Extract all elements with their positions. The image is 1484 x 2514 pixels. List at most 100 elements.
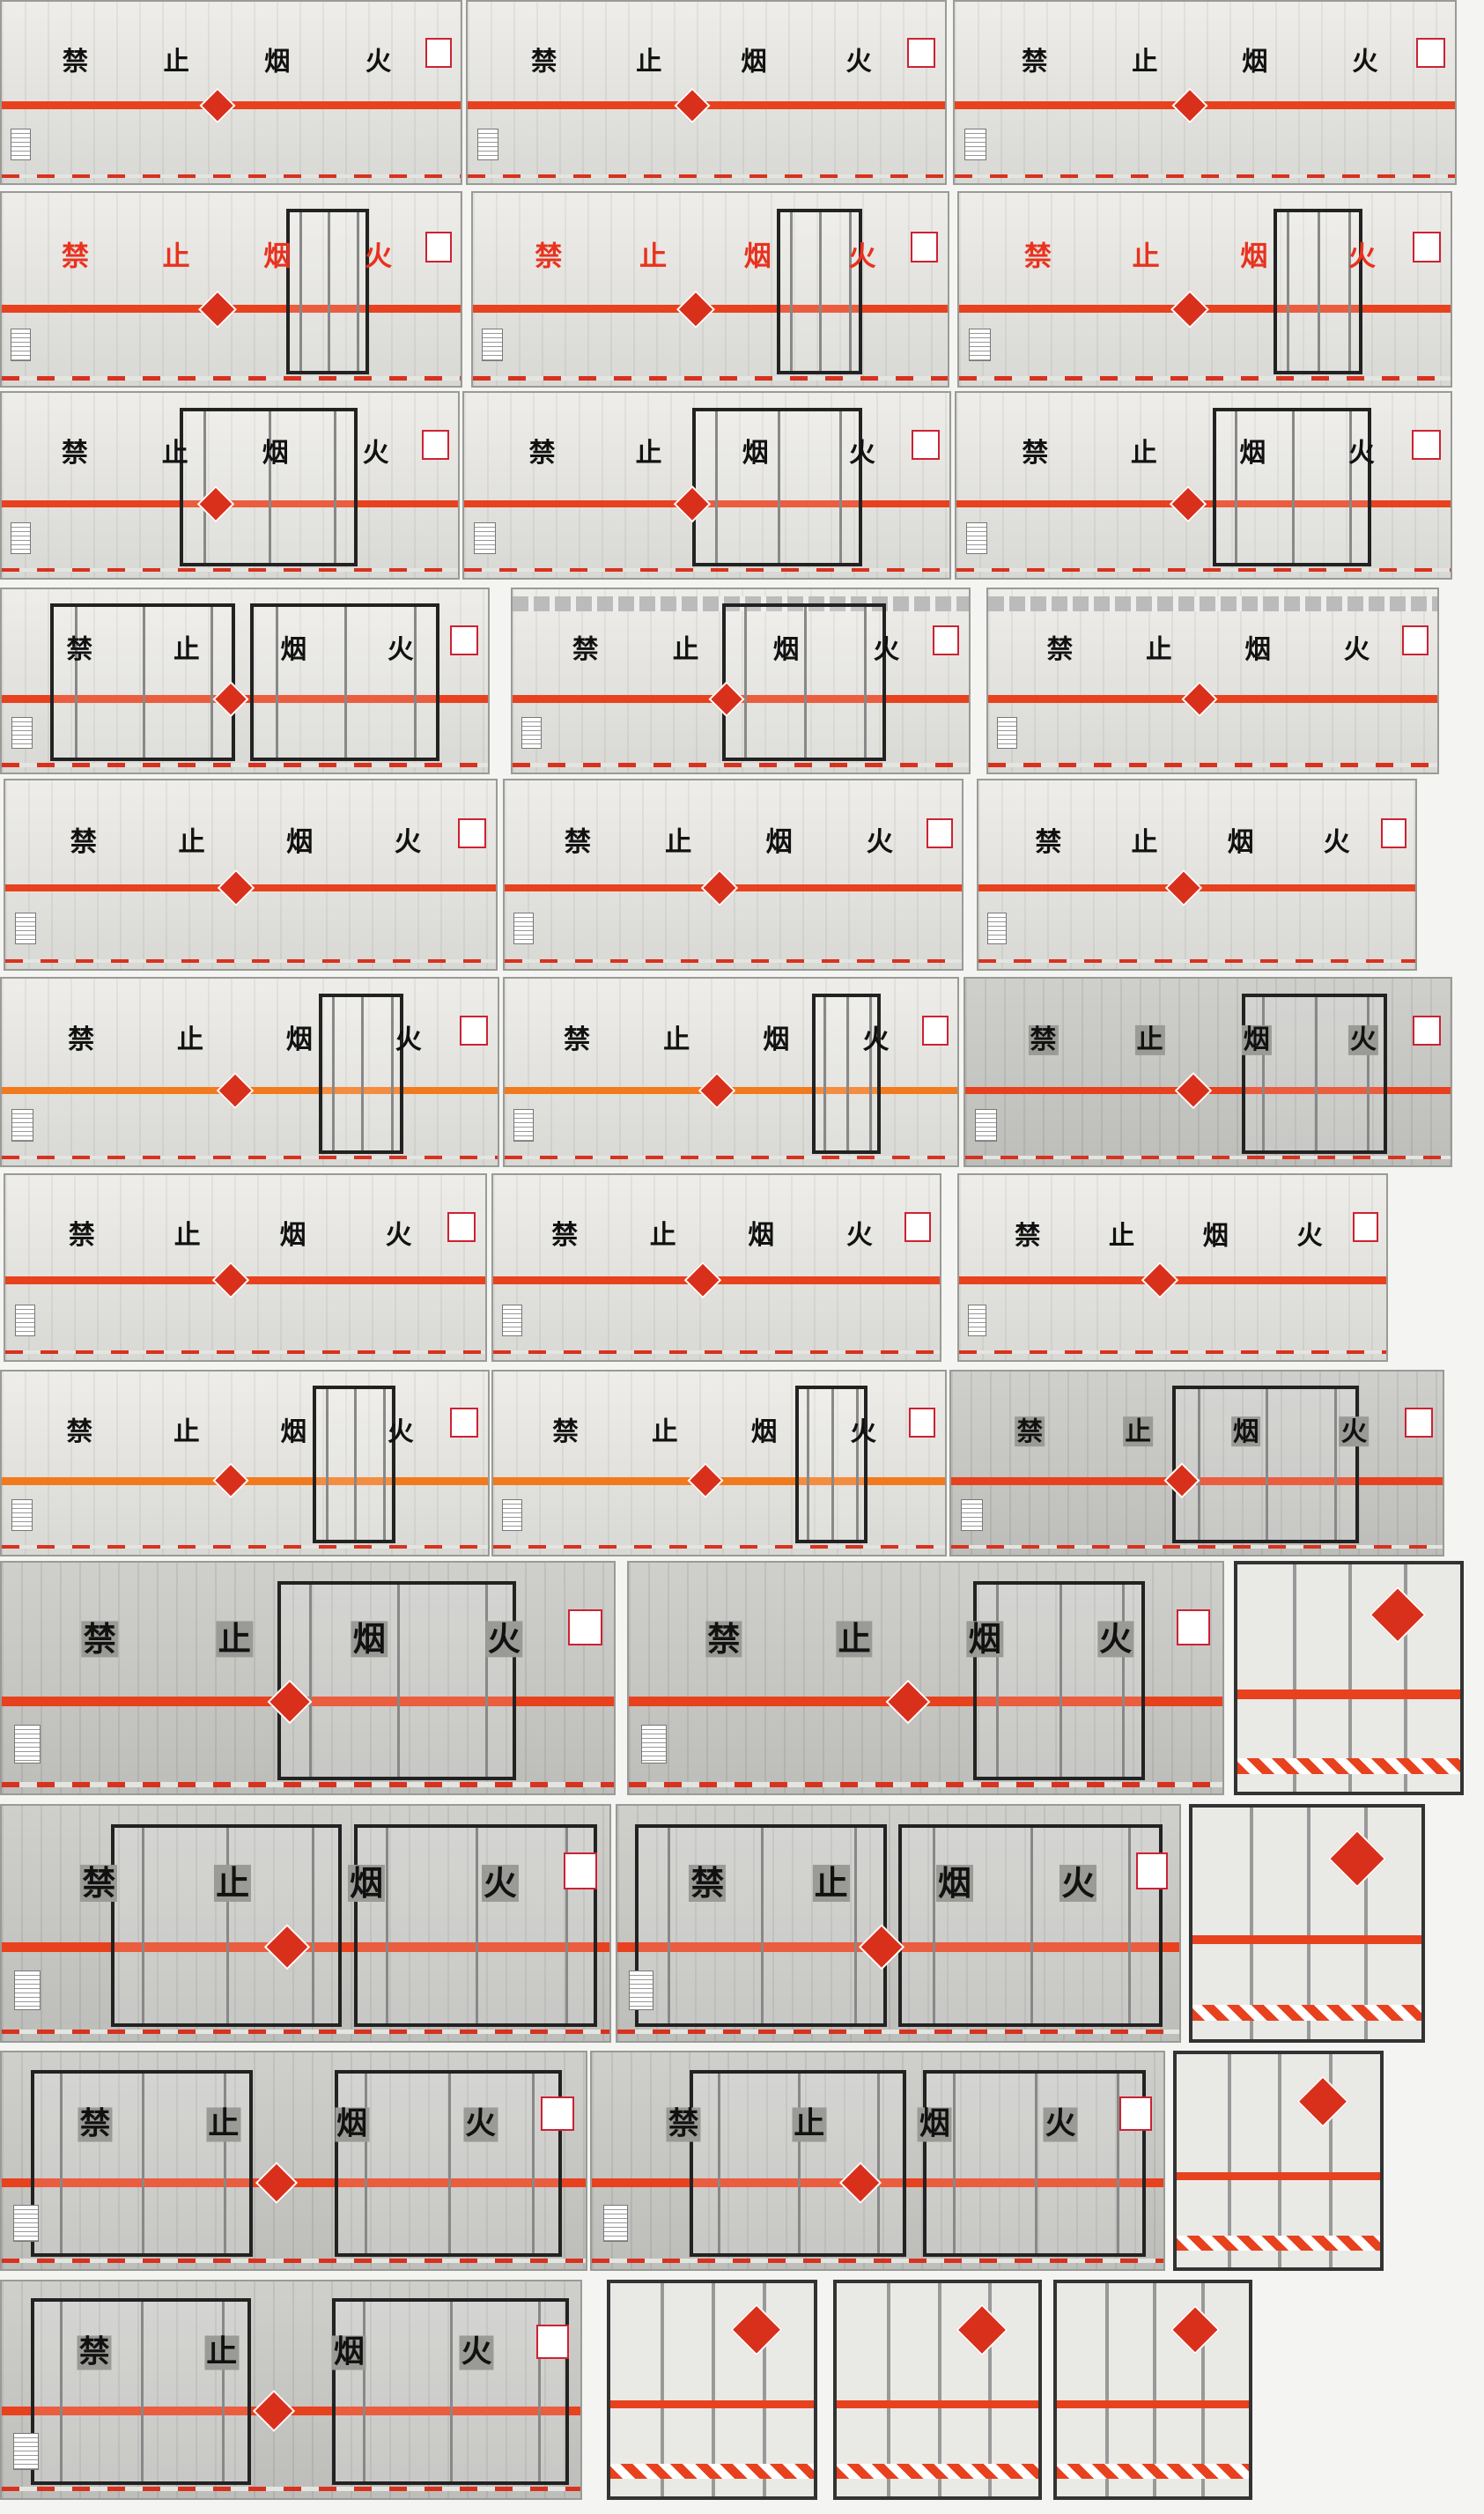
bottom-reflector-strip	[2, 174, 461, 179]
door-lock-bar	[203, 410, 207, 564]
warning-char: 止	[1145, 633, 1172, 665]
cargo-door	[692, 407, 862, 567]
info-plate	[603, 2204, 629, 2242]
warning-char: 禁	[564, 826, 592, 858]
brand-logo	[933, 625, 960, 656]
door-lock-bar	[450, 2302, 454, 2481]
bottom-reflector-strip	[2, 2259, 586, 2264]
cargo-door	[1213, 407, 1372, 567]
warning-char: 火	[1059, 1863, 1097, 1903]
warning-char: 火	[866, 826, 894, 858]
door-lock-bar	[1318, 211, 1321, 372]
brand-logo	[1413, 1016, 1441, 1046]
info-plate	[513, 912, 535, 945]
info-plate	[482, 328, 504, 362]
warning-char: 止	[1134, 1024, 1165, 1055]
door-lock-bar	[1262, 996, 1266, 1150]
warning-char: 火	[1096, 1619, 1134, 1659]
brand-logo	[912, 429, 940, 460]
door-lock-bar	[484, 1585, 488, 1777]
hazard-diamond-icon	[217, 869, 255, 907]
warning-char: 禁	[551, 1220, 579, 1252]
warning-char: 禁	[61, 438, 88, 470]
brand-logo	[1119, 2096, 1152, 2131]
warning-char: 烟	[1242, 46, 1268, 77]
warning-char: 止	[649, 1220, 676, 1252]
reflective-stripe	[609, 2399, 814, 2409]
warning-char: 止	[216, 1619, 253, 1659]
info-plate	[961, 1499, 983, 1532]
rear-view-panel	[832, 2279, 1043, 2500]
door-bar	[762, 2282, 766, 2496]
cargo-door	[776, 208, 862, 375]
door-bar	[1329, 2054, 1333, 2268]
cargo-door	[331, 2298, 570, 2485]
side-view-panel: 禁止烟火	[0, 587, 491, 774]
side-view-panel: 禁止烟火	[954, 390, 1452, 580]
warning-char: 烟	[763, 1024, 790, 1055]
warning-char: 火	[394, 826, 422, 858]
door-lock-bar	[75, 607, 78, 758]
warning-char: 禁	[666, 2106, 701, 2142]
bottom-reflector-strip	[4, 959, 497, 964]
side-view-panel: 禁止烟火	[0, 1803, 611, 2044]
door-lock-bar	[1314, 996, 1318, 1150]
hazard-diamond-icon	[1296, 2074, 1350, 2128]
info-plate	[997, 717, 1017, 750]
info-plate	[11, 129, 32, 160]
warning-char: 烟	[335, 2106, 370, 2142]
door-bar	[661, 2282, 665, 2496]
door-lock-bar	[60, 2074, 63, 2253]
warning-char: 止	[836, 1619, 873, 1659]
warning-char: 烟	[285, 1024, 313, 1055]
cargo-door	[31, 2070, 253, 2257]
rear-bumper-hazard-stripe	[1176, 2236, 1380, 2252]
warning-char: 火	[462, 2106, 498, 2142]
side-view-panel: 禁止烟火	[963, 976, 1452, 1167]
info-plate	[521, 717, 543, 750]
cargo-door	[334, 2070, 563, 2257]
side-view-panel: 禁止烟火	[510, 587, 971, 774]
warning-char: 烟	[280, 633, 307, 665]
info-plate	[964, 129, 986, 160]
warning-char: 火	[1347, 438, 1375, 470]
warning-char: 火	[385, 1220, 412, 1252]
warning-char: 烟	[772, 633, 800, 665]
door-lock-bar	[448, 2074, 452, 2253]
door-bar	[1404, 1564, 1408, 1793]
info-plate	[11, 521, 32, 554]
hazard-diamond-icon	[1180, 680, 1218, 718]
cargo-door	[179, 407, 358, 567]
cargo-door	[50, 603, 236, 762]
info-plate	[13, 1724, 41, 1764]
hazard-diamond-icon	[198, 290, 237, 329]
warning-char: 烟	[741, 46, 767, 77]
bottom-reflector-strip	[493, 1350, 941, 1355]
warning-char: 禁	[572, 633, 599, 665]
brand-logo	[1412, 232, 1441, 263]
bottom-reflector-strip	[617, 2029, 1179, 2035]
bottom-reflector-strip	[2, 376, 461, 381]
door-lock-bar	[356, 211, 359, 372]
door-lock-bar	[804, 607, 808, 758]
hazard-diamond-icon	[956, 2303, 1008, 2356]
warning-char: 止	[1130, 438, 1157, 470]
door-lock-bar	[831, 1389, 835, 1541]
hazard-diamond-icon	[1170, 290, 1210, 329]
bottom-reflector-strip	[978, 959, 1416, 964]
warning-char: 火	[395, 1024, 422, 1055]
bottom-reflector-strip	[468, 174, 945, 179]
reflective-stripe	[1056, 2399, 1250, 2409]
door-bar	[937, 2282, 941, 2496]
door-lock-bar	[537, 2302, 541, 2481]
warning-char: 禁	[66, 633, 93, 665]
warning-char: 禁	[552, 1416, 579, 1447]
side-view-panel: 禁止烟火	[3, 779, 498, 971]
cargo-door	[898, 1823, 1163, 2028]
warning-char: 火	[873, 633, 900, 665]
warning-char: 烟	[263, 240, 292, 273]
door-lock-bar	[354, 1389, 358, 1541]
hazard-diamond-icon	[684, 1261, 722, 1299]
brand-logo	[447, 1211, 476, 1242]
rear-bumper-hazard-stripe	[1237, 1757, 1460, 1774]
